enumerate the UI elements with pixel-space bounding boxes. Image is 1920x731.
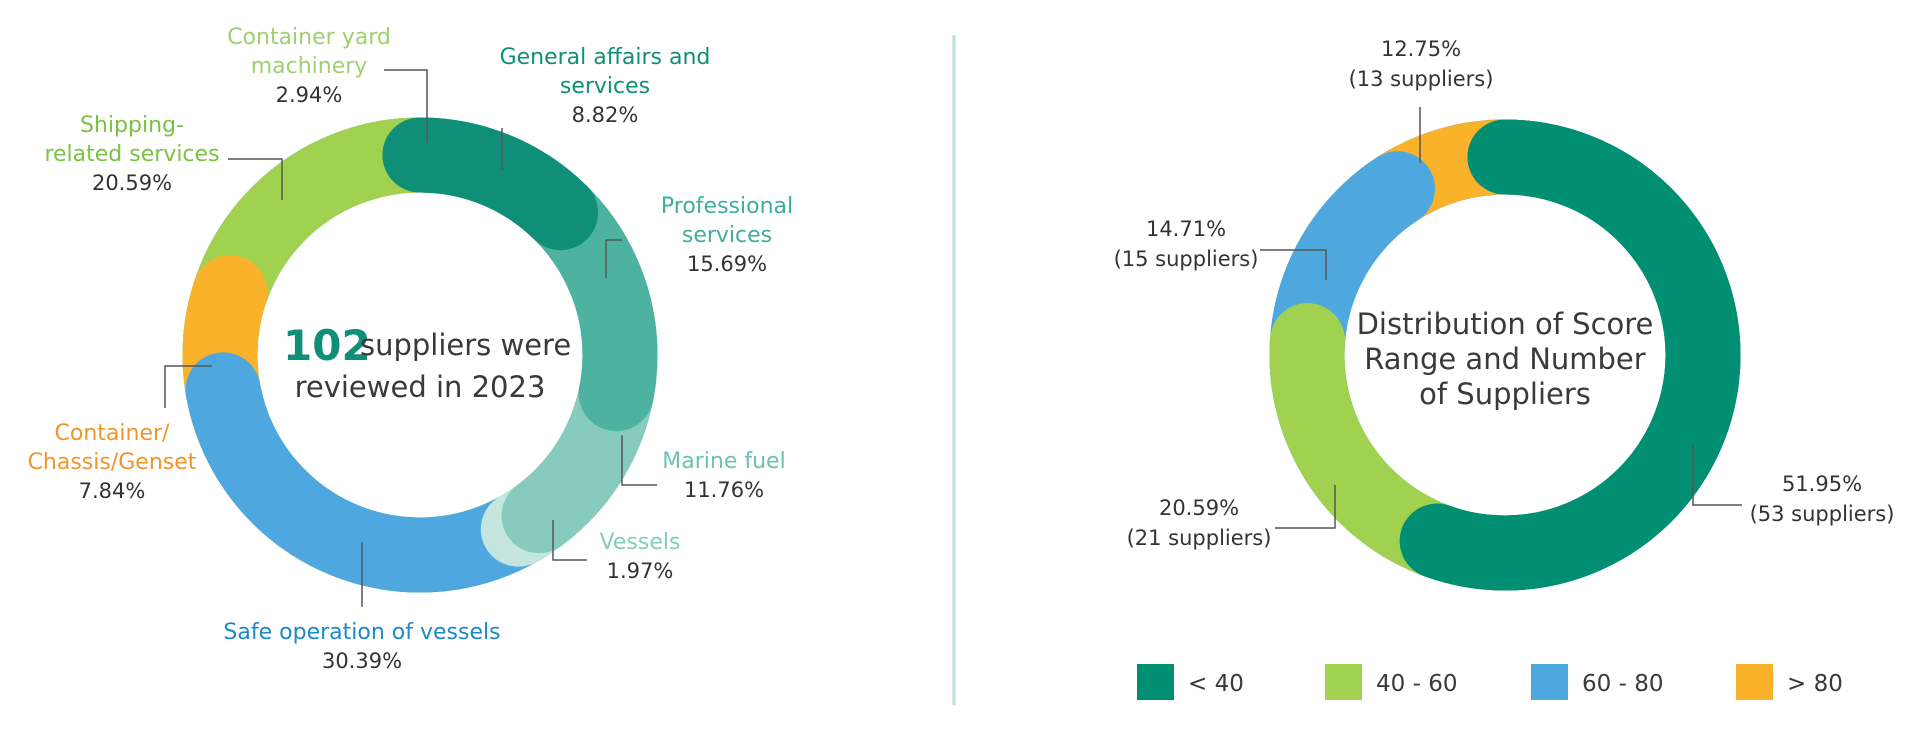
- donut2-title-line1: Distribution of Score: [1357, 307, 1654, 341]
- score-range-slice-0-overlay: [1443, 119, 1741, 591]
- label-container-line1: Container/: [55, 421, 171, 446]
- label-shipping-line2: related services: [44, 142, 219, 167]
- label-safe-operation: Safe operation of vessels: [223, 620, 500, 645]
- pct-safe-operation: 30.39%: [322, 649, 402, 673]
- label-yard-machinery-line1: Container yard: [227, 25, 391, 50]
- pct-general-affairs: 8.82%: [572, 103, 639, 127]
- leader-vessels: [552, 520, 587, 561]
- pct-60-80: 14.71%: [1146, 217, 1226, 241]
- slice-labels-left: General affairs and services 8.82% Profe…: [28, 25, 794, 673]
- label-marine-fuel: Marine fuel: [662, 449, 785, 474]
- leader-marine-fuel: [621, 435, 657, 486]
- label-general-affairs-line1: General affairs and: [500, 45, 711, 70]
- legend-swatch-60-80: [1531, 664, 1568, 700]
- legend-label-lt40: < 40: [1188, 671, 1244, 697]
- legend-label-gt80: > 80: [1787, 671, 1843, 697]
- leader-40-60: [1275, 485, 1336, 529]
- pct-yard-machinery: 2.94%: [276, 83, 343, 107]
- supplier-category-slice-0-overlay: [382, 117, 563, 223]
- center-line-1: suppliers were: [360, 328, 571, 362]
- count-lt40: (53 suppliers): [1750, 502, 1895, 526]
- leader-shipping: [228, 158, 283, 200]
- pct-professional: 15.69%: [687, 252, 767, 276]
- label-container-line2: Chassis/Genset: [28, 450, 197, 475]
- pct-container: 7.84%: [79, 479, 146, 503]
- pct-gt80: 12.75%: [1381, 37, 1461, 61]
- leader-60-80: [1260, 249, 1327, 280]
- slice-labels-right: 51.95% (53 suppliers) 20.59% (21 supplie…: [1114, 37, 1895, 550]
- donut2-title: Distribution of Score Range and Number o…: [1357, 307, 1654, 411]
- pct-40-60: 20.59%: [1159, 496, 1239, 520]
- pct-lt40: 51.95%: [1782, 472, 1862, 496]
- label-professional-line1: Professional: [661, 194, 793, 219]
- label-shipping-line1: Shipping-: [80, 113, 184, 138]
- legend-label-40-60: 40 - 60: [1376, 671, 1457, 697]
- leader-container: [164, 365, 212, 408]
- leader-lt40: [1692, 445, 1742, 506]
- donut-center-text: 102 suppliers were reviewed in 2023: [283, 321, 571, 404]
- leader-yard-machinery: [384, 69, 428, 143]
- count-60-80: (15 suppliers): [1114, 247, 1259, 271]
- legend-label-60-80: 60 - 80: [1582, 671, 1663, 697]
- count-gt80: (13 suppliers): [1349, 67, 1494, 91]
- label-yard-machinery-line2: machinery: [251, 54, 368, 79]
- center-line-2: reviewed in 2023: [295, 370, 546, 404]
- label-professional-line2: services: [682, 223, 772, 248]
- pct-vessels: 1.97%: [607, 559, 674, 583]
- legend-swatch-lt40: [1137, 664, 1174, 700]
- label-general-affairs-line2: services: [560, 74, 650, 99]
- legend: < 40 40 - 60 60 - 80 > 80: [1137, 664, 1843, 700]
- legend-swatch-40-60: [1325, 664, 1362, 700]
- score-range-donut: [1269, 119, 1741, 591]
- legend-swatch-gt80: [1736, 664, 1773, 700]
- donut2-title-line3: of Suppliers: [1419, 377, 1591, 411]
- center-number: 102: [283, 321, 371, 370]
- pct-marine-fuel: 11.76%: [684, 478, 764, 502]
- leader-professional: [605, 239, 622, 278]
- pct-shipping: 20.59%: [92, 171, 172, 195]
- label-vessels: Vessels: [600, 530, 681, 555]
- supplier-category-donut: [182, 117, 658, 593]
- leader-lines-right: [1260, 107, 1742, 529]
- donut2-title-line2: Range and Number: [1364, 342, 1645, 376]
- leader-lines-left: [164, 69, 657, 607]
- count-40-60: (21 suppliers): [1127, 526, 1272, 550]
